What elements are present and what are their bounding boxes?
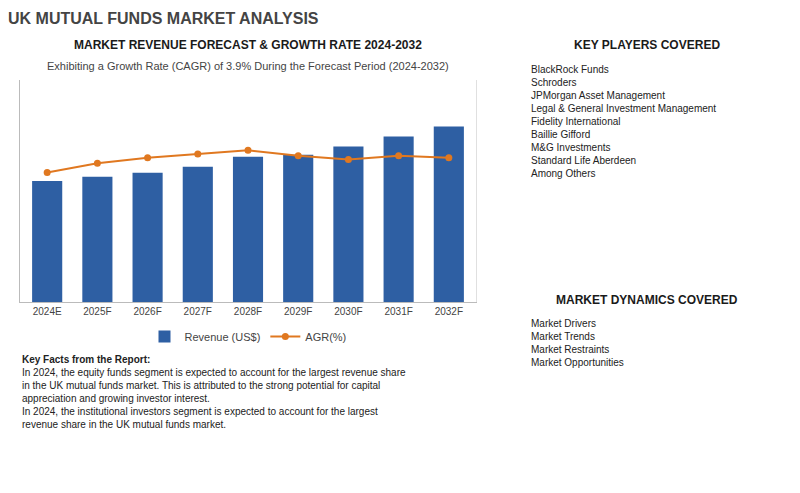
svg-text:2030F: 2030F xyxy=(334,306,362,317)
svg-text:2026F: 2026F xyxy=(133,306,161,317)
svg-text:2024E: 2024E xyxy=(33,306,62,317)
svg-text:2031F: 2031F xyxy=(384,306,412,317)
svg-text:Market DriversMarket TrendsMar: Market DriversMarket TrendsMarket Restra… xyxy=(531,318,624,368)
svg-text:KEY PLAYERS COVERED: KEY PLAYERS COVERED xyxy=(574,38,720,52)
svg-text:2029F: 2029F xyxy=(284,306,312,317)
svg-text:2025F: 2025F xyxy=(83,306,111,317)
svg-text:AGR(%): AGR(%) xyxy=(305,331,346,343)
svg-text:2027F: 2027F xyxy=(184,306,212,317)
svg-text:2032F: 2032F xyxy=(435,306,463,317)
svg-text:Key Facts from the Report:In 2: Key Facts from the Report:In 2024, the e… xyxy=(22,354,406,430)
svg-text:2028F: 2028F xyxy=(234,306,262,317)
svg-text:Exhibiting a Growth Rate (CAGR: Exhibiting a Growth Rate (CAGR) of 3.9% … xyxy=(47,60,449,72)
svg-text:MARKET DYNAMICS COVERED: MARKET DYNAMICS COVERED xyxy=(556,293,738,307)
svg-text:MARKET REVENUE FORECAST & GROW: MARKET REVENUE FORECAST & GROWTH RATE 20… xyxy=(74,38,422,52)
svg-text:Revenue (US$): Revenue (US$) xyxy=(185,331,261,343)
svg-text:UK MUTUAL FUNDS MARKET ANALYSI: UK MUTUAL FUNDS MARKET ANALYSIS xyxy=(8,10,319,27)
svg-text:BlackRock FundsSchrodersJPMorg: BlackRock FundsSchrodersJPMorgan Asset M… xyxy=(531,64,716,179)
